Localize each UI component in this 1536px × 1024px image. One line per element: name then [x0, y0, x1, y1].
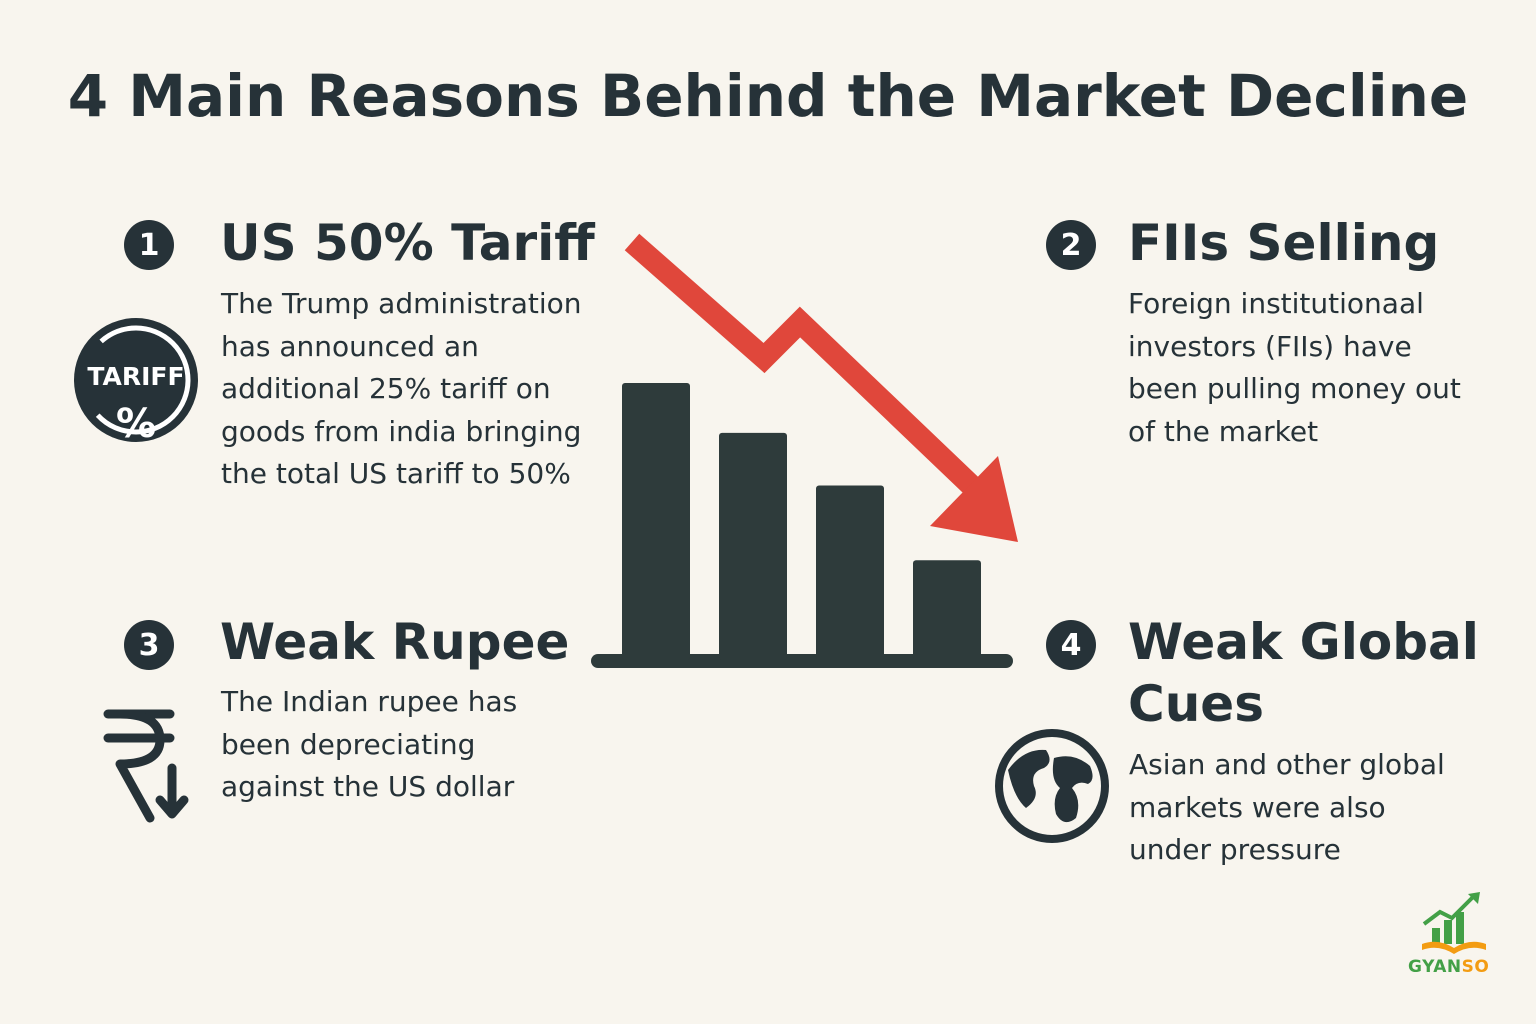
illustration-bars — [622, 383, 981, 660]
illustration-baseline — [591, 654, 1013, 668]
reason-3-number-badge: 3 — [124, 620, 174, 670]
reason-3-body: The Indian rupee has been depreciating a… — [221, 685, 518, 803]
illustration-bar-3 — [816, 485, 884, 660]
down-arrow-head — [930, 456, 1018, 542]
tariff-icon-label: TARIFF — [87, 362, 184, 391]
brand-logo-text-orange: SO — [1461, 957, 1490, 977]
reason-4-number-badge: 4 — [1046, 620, 1096, 670]
reason-3-heading: Weak Rupee — [220, 613, 570, 671]
down-arrow-line — [624, 233, 986, 500]
reason-1-heading: US 50% Tariff — [220, 214, 595, 272]
page-title: 4 Main Reasons Behind the Market Decline — [67, 62, 1469, 130]
reason-2-heading: FIIs Selling — [1128, 214, 1440, 272]
tariff-icon-percent: % — [116, 401, 156, 447]
rupee-down-icon — [103, 709, 189, 823]
declining-bar-chart-illustration — [591, 233, 1018, 668]
illustration-bar-1 — [622, 383, 690, 660]
reason-4-heading: Weak Global Cues — [1128, 613, 1479, 733]
illustration-bar-2 — [719, 432, 787, 660]
reason-4-body: Asian and other global markets were also… — [1129, 748, 1445, 866]
tariff-percent-icon: TARIFF % — [74, 318, 198, 447]
reason-2-body: Foreign institutionaal investors (FIIs) … — [1128, 287, 1461, 448]
book-growth-chart-icon — [1422, 892, 1486, 954]
reason-2-number-badge: 2 — [1046, 220, 1096, 270]
brand-logo-text: GYANSO — [1408, 957, 1489, 977]
globe-icon — [995, 729, 1109, 843]
reason-1-body: The Trump administration has announced a… — [221, 287, 582, 490]
illustration-bar-4 — [913, 560, 981, 660]
reason-1-number-badge: 1 — [124, 220, 174, 270]
brand-logo-text-green: GYAN — [1408, 957, 1462, 977]
